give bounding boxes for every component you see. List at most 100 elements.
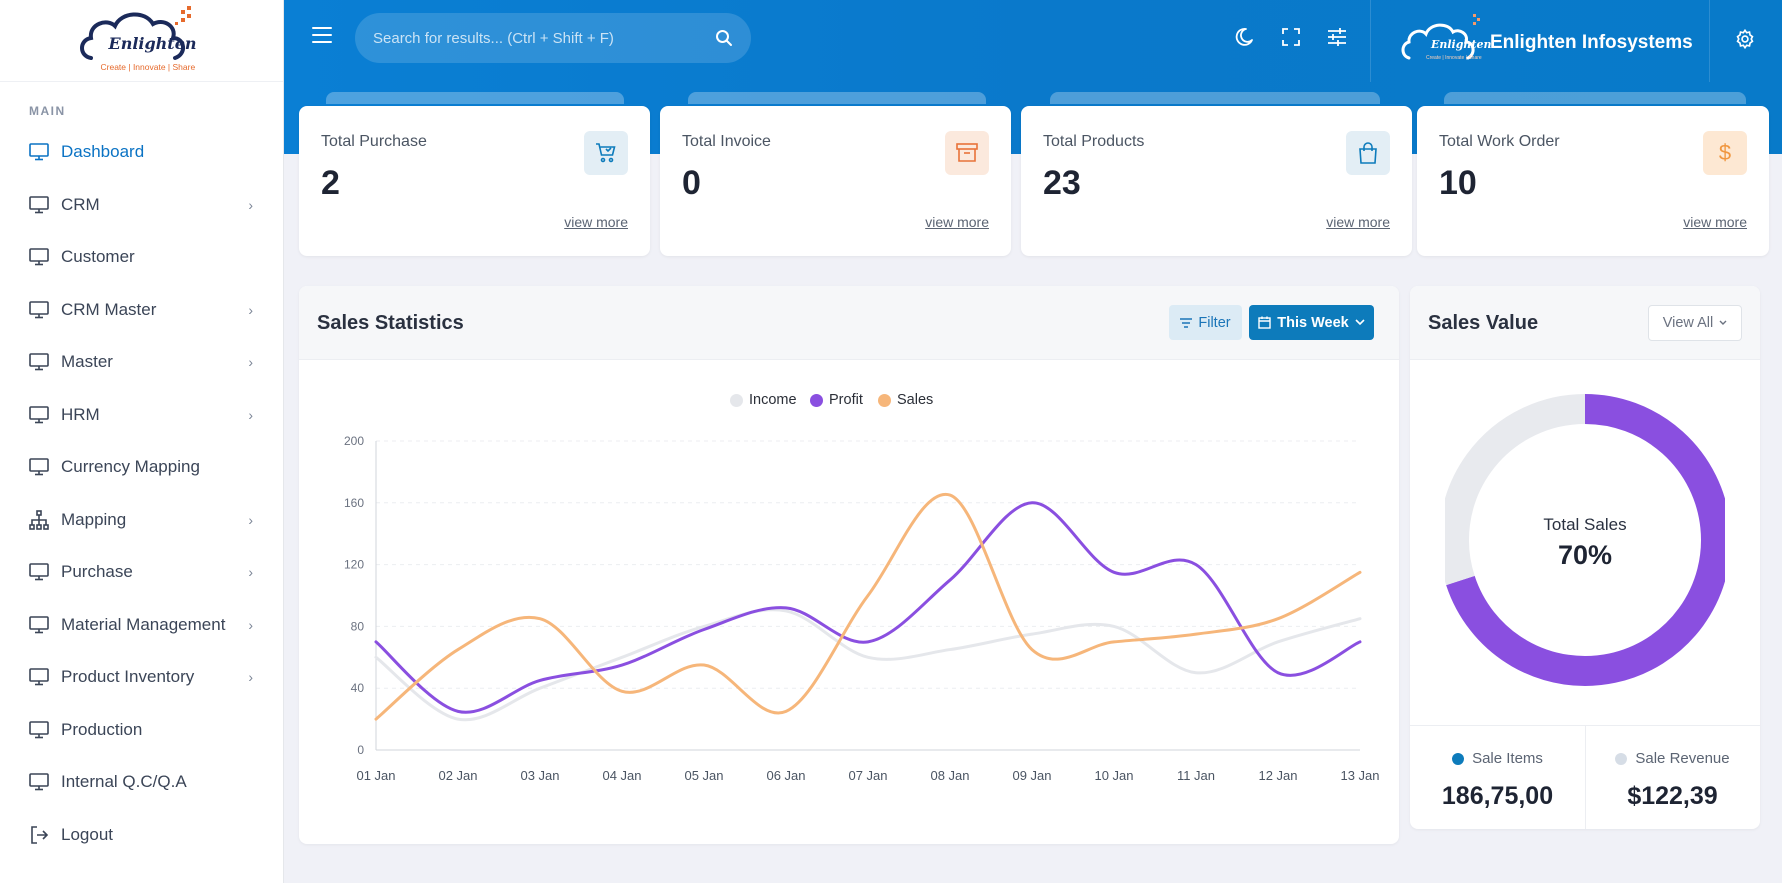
- sale-revenue-value: $122,39: [1627, 782, 1718, 810]
- view-more-link[interactable]: view more: [925, 214, 989, 230]
- sidebar-item-production[interactable]: Production: [0, 704, 283, 757]
- x-tick-label: 01 Jan: [356, 768, 395, 783]
- filter-button[interactable]: Filter: [1169, 305, 1242, 340]
- settings-gear-icon[interactable]: [1734, 28, 1756, 55]
- view-more-link[interactable]: view more: [1683, 214, 1747, 230]
- stat-title: Total Products: [1043, 133, 1145, 150]
- menu-toggle-icon[interactable]: [312, 27, 332, 43]
- chevron-right-icon: ›: [248, 354, 253, 371]
- stat-value: 2: [321, 164, 340, 202]
- sidebar: Enlighten Create | Innovate | Share MAIN…: [0, 0, 284, 883]
- chevron-down-icon: [1355, 319, 1365, 326]
- monitor-icon: [29, 720, 49, 740]
- sidebar-item-material-management[interactable]: Material Management ›: [0, 599, 283, 652]
- legend-sales[interactable]: Sales: [878, 392, 933, 408]
- sidebar-item-customer[interactable]: Customer: [0, 231, 283, 284]
- monitor-icon: [29, 300, 49, 320]
- view-all-label: View All: [1662, 315, 1714, 331]
- sidebar-item-label: Customer: [61, 247, 135, 267]
- sidebar-item-currency-mapping[interactable]: Currency Mapping: [0, 441, 283, 494]
- monitor-icon: [29, 615, 49, 635]
- donut-center-label: Total Sales: [1543, 515, 1626, 534]
- card-decor: [326, 92, 624, 104]
- x-tick-label: 07 Jan: [848, 768, 887, 783]
- x-tick-label: 09 Jan: [1012, 768, 1051, 783]
- monitor-icon: [29, 352, 49, 372]
- chevron-down-icon: [1719, 320, 1727, 325]
- calendar-icon: [1258, 316, 1271, 329]
- sidebar-item-crm-master[interactable]: CRM Master ›: [0, 284, 283, 337]
- company-logo-text: Enlighten: [1431, 38, 1492, 51]
- sidebar-item-dashboard[interactable]: Dashboard: [0, 126, 283, 179]
- chevron-right-icon: ›: [248, 301, 253, 318]
- chevron-right-icon: ›: [248, 511, 253, 528]
- sales-donut-chart: Total Sales 70%: [1445, 394, 1725, 686]
- stat-value: 23: [1043, 164, 1081, 202]
- legend-profit[interactable]: Profit: [810, 392, 863, 408]
- x-tick-label: 02 Jan: [438, 768, 477, 783]
- monitor-icon: [29, 457, 49, 477]
- donut-slice-remaining: [1445, 394, 1586, 586]
- dark-mode-moon-icon[interactable]: [1233, 26, 1255, 48]
- card-decor: [1444, 92, 1746, 104]
- view-more-link[interactable]: view more: [1326, 214, 1390, 230]
- fullscreen-icon[interactable]: [1280, 26, 1302, 48]
- sidebar-item-label: Currency Mapping: [61, 457, 200, 477]
- view-all-button[interactable]: View All: [1648, 305, 1742, 341]
- y-tick-label: 200: [344, 434, 364, 448]
- sidebar-item-crm[interactable]: CRM ›: [0, 179, 283, 232]
- sidebar-item-internal-q-c-q-a[interactable]: Internal Q.C/Q.A: [0, 756, 283, 809]
- legend-dot: [878, 393, 891, 407]
- x-tick-label: 12 Jan: [1258, 768, 1297, 783]
- stat-card-total-invoice: Total Invoice 0 view more: [660, 106, 1011, 256]
- chevron-right-icon: ›: [248, 669, 253, 686]
- chevron-right-icon: ›: [248, 564, 253, 581]
- brand-logo[interactable]: Enlighten Create | Innovate | Share: [77, 4, 207, 78]
- x-tick-label: 11 Jan: [1177, 768, 1215, 783]
- panel-header: Sales Value View All: [1410, 286, 1760, 360]
- legend-income[interactable]: Income: [730, 392, 797, 408]
- panel-title: Sales Statistics: [317, 312, 464, 334]
- view-more-link[interactable]: view more: [564, 214, 628, 230]
- x-tick-label: 06 Jan: [766, 768, 805, 783]
- sidebar-item-logout[interactable]: Logout: [0, 809, 283, 862]
- nav-list: Dashboard CRM › Customer CRM Master › Master › H…: [0, 126, 283, 861]
- x-tick-label: 10 Jan: [1094, 768, 1133, 783]
- sidebar-item-hrm[interactable]: HRM ›: [0, 389, 283, 442]
- sale-items-value: 186,75,00: [1441, 782, 1554, 810]
- logo-tagline: Create | Innovate | Share: [100, 61, 196, 72]
- stat-title: Total Invoice: [682, 133, 771, 150]
- logo-text: Enlighten: [108, 33, 197, 53]
- sidebar-item-label: Mapping: [61, 509, 127, 529]
- filter-icon: [1180, 317, 1193, 328]
- y-tick-label: 120: [344, 558, 364, 572]
- x-tick-label: 13 Jan: [1340, 768, 1379, 783]
- sidebar-item-label: Material Management: [61, 614, 226, 634]
- series-line-income: [374, 608, 1362, 722]
- sidebar-item-master[interactable]: Master ›: [0, 336, 283, 389]
- filter-label: Filter: [1198, 314, 1231, 331]
- sidebar-item-mapping[interactable]: Mapping ›: [0, 494, 283, 547]
- sidebar-item-label: CRM: [61, 194, 100, 214]
- sidebar-item-product-inventory[interactable]: Product Inventory ›: [0, 651, 283, 704]
- search-input[interactable]: [355, 13, 751, 63]
- this-week-button[interactable]: This Week: [1249, 305, 1374, 340]
- panel-header: Sales Statistics Filter This Week: [299, 286, 1399, 360]
- monitor-icon: [29, 247, 49, 267]
- stat-title: Total Work Order: [1439, 133, 1560, 150]
- sidebar-item-purchase[interactable]: Purchase ›: [0, 546, 283, 599]
- sidebar-item-label: Product Inventory: [61, 667, 195, 687]
- monitor-icon: [29, 405, 49, 425]
- sitemap-icon: [29, 509, 49, 530]
- company-cloud-icon: [1401, 14, 1480, 60]
- stat-title: Total Purchase: [321, 133, 427, 150]
- sliders-icon[interactable]: [1326, 26, 1348, 48]
- legend-dot: [810, 393, 823, 407]
- company-profile[interactable]: Enlighten Create | Innovate | Share Enli…: [1370, 0, 1710, 82]
- sidebar-item-label: CRM Master: [61, 299, 157, 319]
- search-icon[interactable]: [715, 29, 733, 52]
- series-line-sales: [374, 492, 1362, 721]
- company-name: Enlighten Infosystems: [1490, 32, 1693, 53]
- stat-card-total-work-order: Total Work Order 10 $ view more: [1417, 106, 1769, 256]
- stat-value: 0: [682, 164, 701, 202]
